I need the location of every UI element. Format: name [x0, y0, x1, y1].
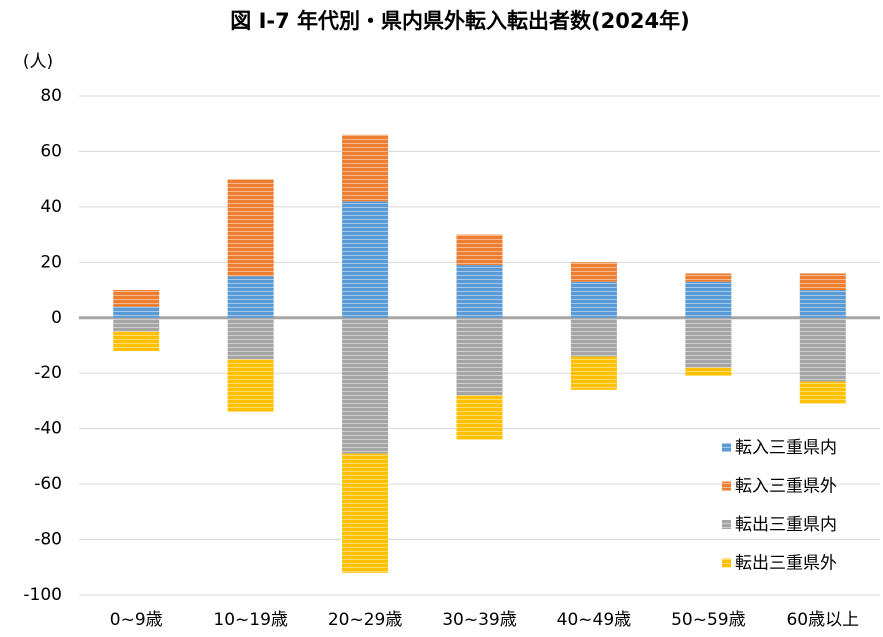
- legend-label: 転出三重県外: [735, 554, 837, 574]
- bar-segment: [685, 281, 732, 318]
- bar-segment: [685, 317, 732, 368]
- legend-swatch: [722, 558, 731, 568]
- y-tick-label: 60: [40, 141, 62, 161]
- y-tick-label: -60: [34, 474, 62, 494]
- bar-segment: [799, 273, 846, 291]
- bar-segment: [227, 276, 274, 318]
- legend-swatch: [722, 443, 731, 452]
- y-tick-label: 20: [40, 252, 62, 272]
- bar-segment: [342, 201, 389, 318]
- x-tick-label: 10~19歳: [213, 610, 288, 630]
- chart-title: 図 Ⅰ-7 年代別・県内県外転入転出者数(2024年): [230, 9, 689, 33]
- bar-segment: [342, 134, 389, 202]
- bar-segment: [113, 290, 160, 307]
- bar-segment: [799, 317, 846, 382]
- bar-segment: [570, 281, 617, 318]
- bar-segment: [227, 317, 274, 360]
- legend-swatch: [722, 481, 731, 491]
- bar-segment: [570, 262, 617, 282]
- legend-label: 転入三重県内: [735, 438, 837, 458]
- bar-segment: [570, 317, 617, 357]
- y-tick-label: 40: [40, 197, 62, 217]
- x-tick-label: 20~29歳: [328, 610, 403, 630]
- bar-segment: [113, 317, 160, 332]
- legend-swatch: [722, 520, 731, 529]
- x-tick-label: 60歳以上: [786, 610, 859, 630]
- bar-segment: [113, 331, 160, 352]
- x-tick-label: 50~59歳: [671, 610, 746, 630]
- y-tick-label: -100: [23, 585, 62, 605]
- x-tick-label: 0~9歳: [110, 610, 163, 630]
- y-tick-label: 80: [40, 86, 62, 106]
- x-tick-label: 40~49歳: [557, 610, 632, 630]
- y-axis-label: (人): [23, 52, 53, 72]
- legend-label: 転入三重県外: [735, 477, 837, 497]
- bar-segment: [799, 381, 846, 404]
- bar-segment: [113, 306, 160, 318]
- bar-segment: [227, 359, 274, 413]
- y-tick-label: -20: [34, 363, 62, 383]
- bar-segment: [456, 395, 503, 440]
- bar-segment: [456, 317, 503, 396]
- bar-segment: [799, 290, 846, 318]
- y-tick-label: 0: [51, 308, 62, 328]
- bar-segment: [570, 356, 617, 390]
- y-tick-label: -40: [34, 419, 62, 439]
- y-tick-label: -80: [34, 530, 62, 550]
- bar-segment: [342, 317, 389, 454]
- bar-segment: [342, 453, 389, 573]
- bar-segment: [685, 367, 732, 376]
- bar-segment: [456, 265, 503, 318]
- legend-label: 転出三重県内: [735, 515, 837, 535]
- bar-segment: [227, 179, 274, 277]
- bar-segment: [456, 234, 503, 266]
- bar-segment: [685, 273, 732, 282]
- x-tick-label: 30~39歳: [442, 610, 517, 630]
